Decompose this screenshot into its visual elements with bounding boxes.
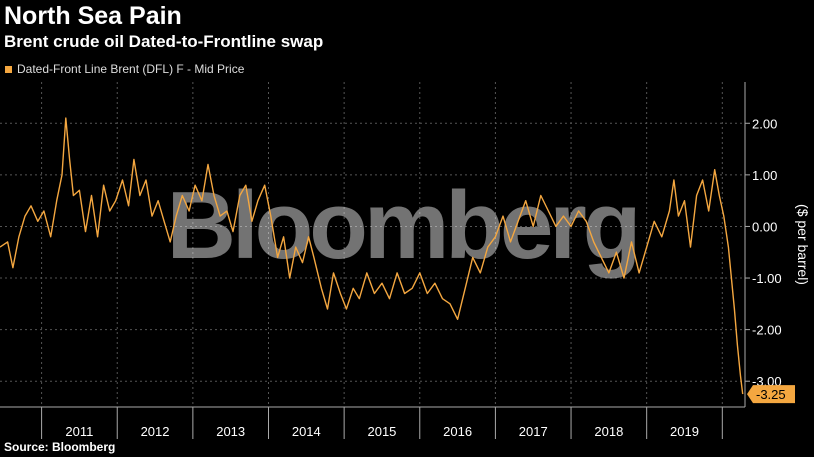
source-note: Source: Bloomberg <box>4 440 116 454</box>
y-tick-label: 1.00 <box>752 168 777 183</box>
series-line <box>0 117 744 395</box>
last-value-callout: -3.25 <box>747 385 795 404</box>
y-tick-label: 2.00 <box>752 116 777 131</box>
x-tick-label: 2011 <box>65 424 93 439</box>
x-tick-label: 2014 <box>292 424 321 439</box>
legend-swatch <box>5 65 12 73</box>
last-value-callout-shape <box>747 385 795 404</box>
legend: Dated-Front Line Brent (DFL) F - Mid Pri… <box>5 62 244 76</box>
chart-subtitle: Brent crude oil Dated-to-Frontline swap <box>4 32 324 51</box>
y-tick-label: 0.00 <box>752 219 777 234</box>
y-axis-title: ($ per barrel) <box>795 204 811 285</box>
y-tick-label: -1.00 <box>752 271 782 286</box>
watermark: Bloomberg <box>167 172 638 279</box>
x-tick-label: 2019 <box>670 424 699 439</box>
y-tick-label: -2.00 <box>752 323 782 338</box>
last-value-label: -3.25 <box>756 387 786 402</box>
series-layer <box>0 117 744 395</box>
x-tick-label: 2016 <box>443 424 472 439</box>
x-tick-label: 2012 <box>141 424 170 439</box>
x-tick-label: 2013 <box>216 424 245 439</box>
chart-title: North Sea Pain <box>4 2 182 30</box>
grid <box>0 82 745 407</box>
x-tick-label: 2018 <box>594 424 623 439</box>
legend-label: Dated-Front Line Brent (DFL) F - Mid Pri… <box>17 62 245 76</box>
x-tick-label: 2017 <box>519 424 548 439</box>
x-tick-label: 2015 <box>367 424 396 439</box>
